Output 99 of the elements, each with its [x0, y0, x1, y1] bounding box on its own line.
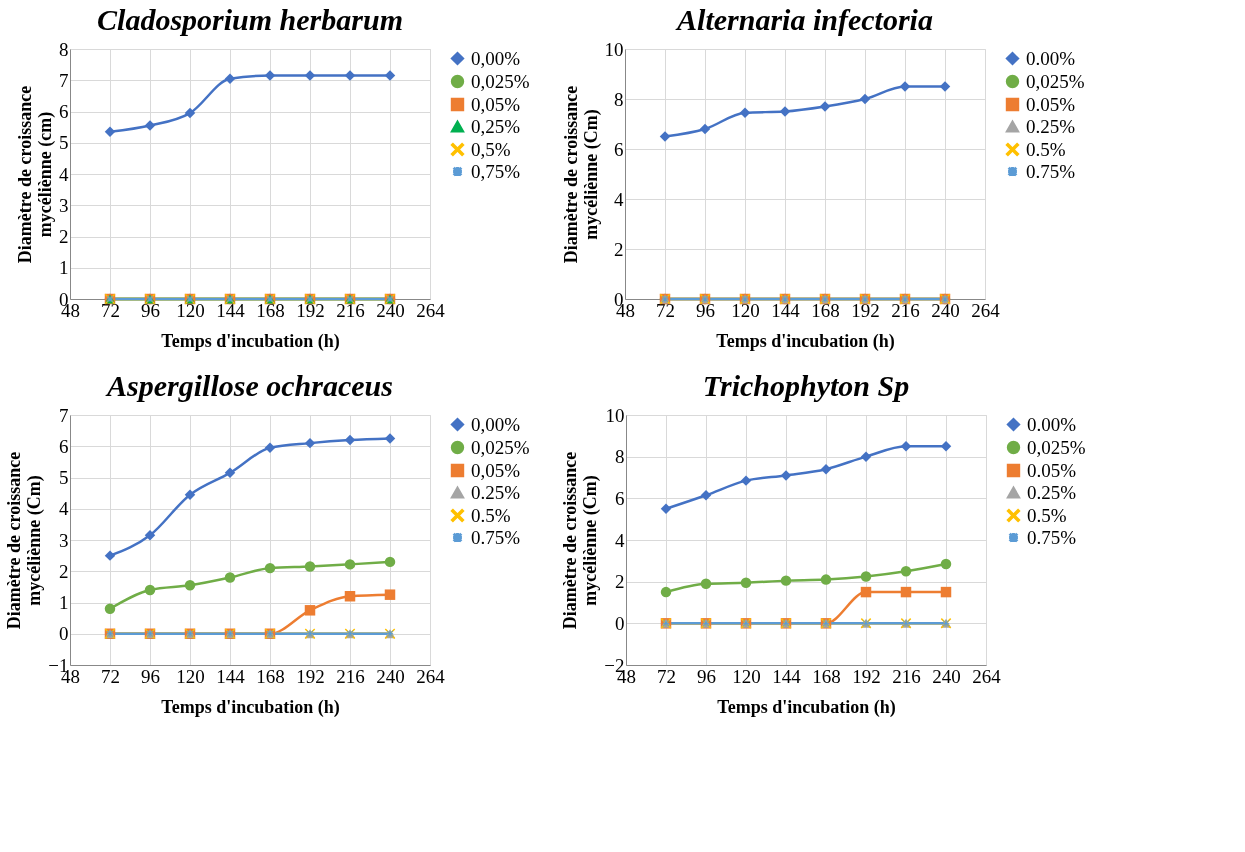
y-tick-label: 6 — [59, 101, 69, 122]
legend-label: 0.00% — [1027, 413, 1077, 435]
x-tick-label: 168 — [812, 665, 841, 687]
y-tick-label: 2 — [614, 238, 624, 260]
y-tick-label: 4 — [615, 529, 625, 551]
legend-label: 0.25% — [1026, 115, 1076, 137]
y-tick-label: 3 — [59, 529, 69, 551]
x-tick-label: 216 — [892, 665, 921, 687]
x-tick-label: 216 — [336, 299, 365, 321]
y-tick-label: 2 — [59, 226, 69, 247]
legend-label: 0.5% — [1027, 504, 1067, 526]
x-tick-label: 144 — [216, 665, 246, 687]
chart-title: Trichophyton Sp — [702, 369, 910, 402]
x-tick-label: 192 — [851, 299, 880, 321]
chart-title: Alternaria infectoria — [675, 3, 933, 36]
x-tick-label: 216 — [336, 665, 365, 687]
x-tick-label: 240 — [376, 299, 405, 321]
legend-label: 0,025% — [471, 70, 530, 92]
x-tick-label: 168 — [811, 299, 840, 321]
y-tick-label: 8 — [614, 88, 624, 110]
y-tick-label: 0 — [615, 612, 625, 634]
y-tick-label: 5 — [59, 132, 69, 154]
x-tick-label: 168 — [256, 665, 285, 687]
y-axis-title: Diamètre de croissance mycéliènne (Cm) — [560, 85, 602, 264]
x-tick-label: 72 — [101, 665, 120, 687]
x-tick-label: 72 — [656, 299, 675, 321]
legend-label: 0,00% — [471, 413, 521, 435]
y-tick-label: 6 — [614, 138, 624, 160]
legend-label: 0.75% — [1027, 526, 1077, 548]
x-tick-label: 120 — [732, 665, 761, 687]
legend-label: 0.25% — [471, 481, 521, 503]
y-tick-label: 1 — [59, 592, 69, 613]
x-tick-label: 192 — [296, 665, 325, 687]
x-tick-label: 264 — [971, 299, 1001, 321]
x-tick-label: 168 — [256, 299, 285, 321]
legend-label: 0.75% — [1026, 160, 1076, 182]
x-tick-label: 120 — [176, 665, 205, 687]
chart-title: Cladosporium herbarum — [97, 3, 403, 36]
legend-label: 0.05% — [1026, 93, 1076, 115]
y-tick-label: 4 — [59, 498, 69, 520]
y-tick-label: 4 — [59, 163, 69, 185]
y-tick-label: 7 — [59, 404, 69, 426]
y-tick-label: 10 — [605, 404, 625, 426]
chart-title: Aspergillose ochraceus — [105, 369, 393, 402]
x-tick-label: 96 — [141, 665, 160, 687]
legend-label: 0.75% — [471, 526, 521, 548]
x-tick-label: 72 — [101, 299, 120, 321]
x-tick-label: 240 — [376, 665, 405, 687]
y-tick-label: 10 — [604, 38, 624, 60]
y-tick-label: 2 — [59, 560, 69, 582]
y-tick-label: 3 — [59, 194, 69, 216]
x-axis-title: Temps d'incubation (h) — [717, 696, 896, 718]
x-tick-label: 144 — [771, 299, 801, 321]
legend-label: 0.25% — [1027, 481, 1077, 503]
y-tick-label: 8 — [59, 38, 69, 60]
x-tick-label: 144 — [216, 299, 246, 321]
x-axis-title: Temps d'incubation (h) — [716, 330, 895, 352]
x-tick-label: 192 — [852, 665, 881, 687]
legend-label: 0,75% — [471, 160, 521, 182]
x-tick-label: 264 — [416, 299, 446, 321]
x-tick-label: 96 — [141, 299, 160, 321]
legend-label: 0,025% — [471, 436, 530, 458]
x-tick-label: 96 — [696, 299, 715, 321]
x-axis-title: Temps d'incubation (h) — [161, 696, 340, 718]
legend-label: 0,5% — [471, 138, 511, 160]
legend-label: 0,025% — [1027, 436, 1086, 458]
legend-label: 0.05% — [1027, 459, 1077, 481]
y-axis-title: Diamètre de croissance mycéliènne (Cm) — [4, 451, 46, 630]
y-axis-title: Diamètre de croissance mycéliènne (Cm) — [560, 451, 602, 630]
y-tick-label: 7 — [59, 69, 69, 91]
legend-label: 0,00% — [471, 47, 521, 69]
x-tick-label: 264 — [972, 665, 1002, 687]
y-tick-label: 8 — [615, 446, 625, 468]
x-tick-label: 240 — [932, 665, 961, 687]
legend-label: 0,025% — [1026, 70, 1085, 92]
legend-label: 0.5% — [1026, 138, 1066, 160]
y-tick-label: 6 — [615, 487, 625, 509]
x-tick-label: 240 — [931, 299, 960, 321]
x-tick-label: 120 — [731, 299, 760, 321]
legend-label: 0,05% — [471, 459, 521, 481]
x-tick-label: 96 — [697, 665, 716, 687]
x-tick-label: 264 — [416, 665, 446, 687]
y-tick-label: 4 — [614, 188, 624, 210]
y-tick-label: 1 — [59, 257, 69, 279]
y-tick-label: 0 — [59, 623, 69, 645]
x-tick-label: 216 — [891, 299, 920, 321]
x-axis-title: Temps d'incubation (h) — [161, 330, 340, 352]
legend-label: 0,25% — [471, 115, 521, 137]
y-tick-label: 2 — [615, 571, 625, 593]
legend-label: 0.5% — [471, 504, 511, 526]
y-tick-label: 6 — [59, 435, 69, 457]
y-axis-title: Diamètre de croissance mycéliènne (cm) — [15, 85, 56, 264]
x-tick-label: 144 — [772, 665, 802, 687]
y-tick-label: 5 — [59, 467, 69, 488]
x-tick-label: 192 — [296, 299, 325, 321]
x-tick-label: 72 — [657, 665, 676, 687]
x-tick-label: 120 — [176, 299, 205, 321]
legend-label: 0,05% — [471, 93, 521, 115]
legend-label: 0.00% — [1026, 47, 1076, 69]
